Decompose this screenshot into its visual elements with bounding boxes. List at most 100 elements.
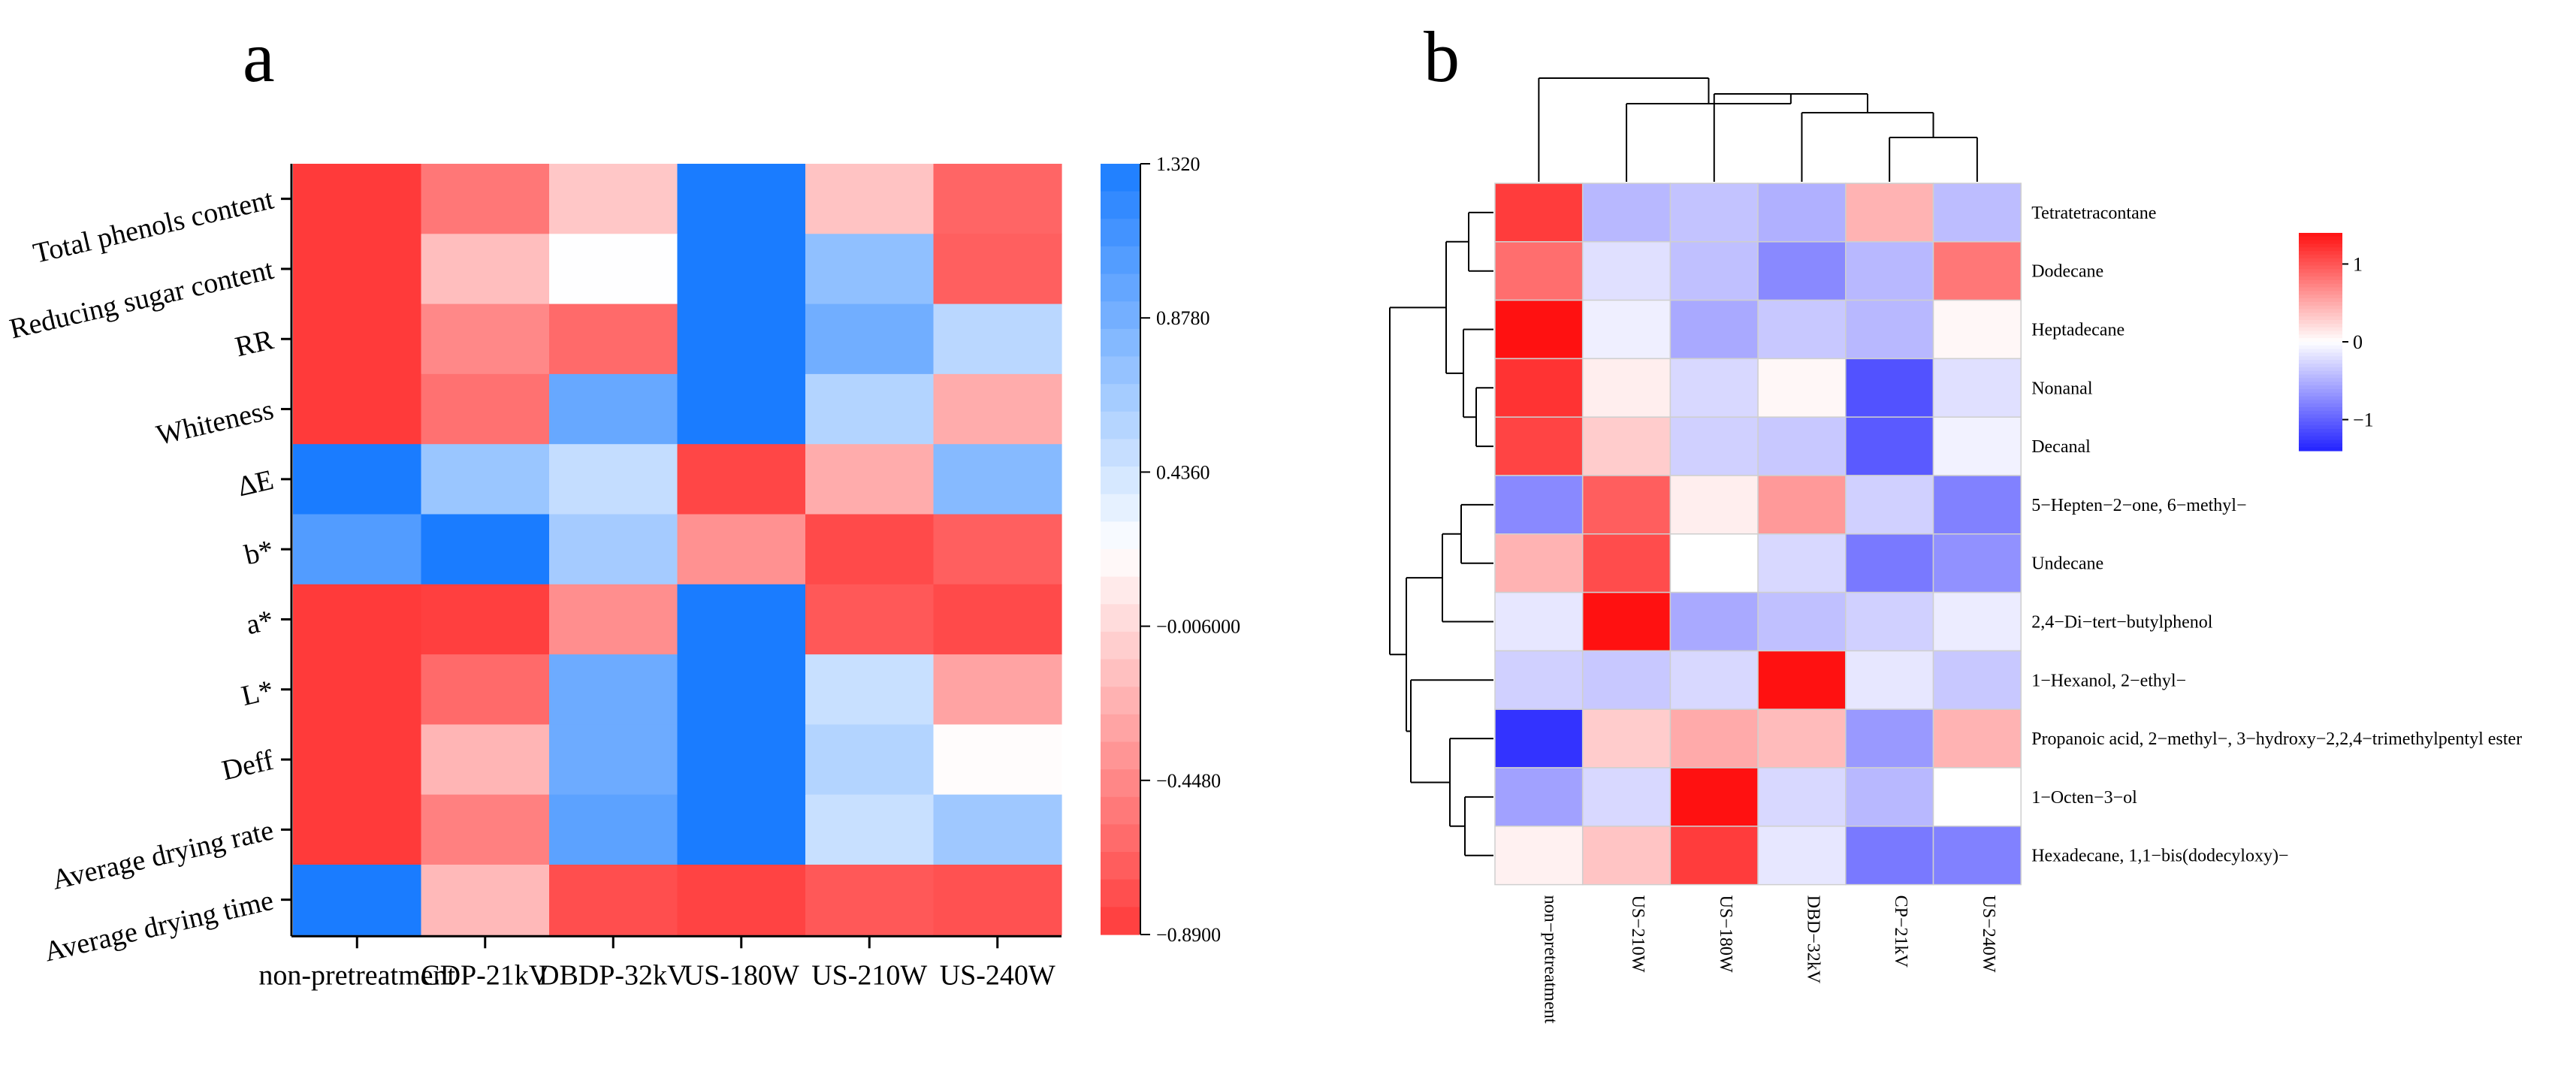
- row-label-a: Average drying time: [41, 884, 276, 968]
- heatmap-a-cell: [933, 794, 1062, 865]
- heatmap-b-cell: [1581, 650, 1672, 710]
- heatmap-b-cell: [1757, 299, 1847, 360]
- heatmap-b: Tetratetracontane Dodecane Heptadecane Nona…: [1494, 183, 2522, 1024]
- heatmap-a-cell: [549, 794, 678, 865]
- row-label-b: 5−Hepten−2−one, 6−methyl−: [2031, 496, 2246, 515]
- row-label-a: a*: [243, 604, 276, 641]
- colorbar-b-step: [2299, 410, 2342, 415]
- heatmap-a-cell: [805, 373, 935, 445]
- colorbar-a-step: [1101, 576, 1140, 605]
- colorbar-b-step: [2299, 301, 2342, 307]
- heatmap-a-cell: [677, 164, 806, 234]
- heatmap-a-cell: [805, 865, 935, 935]
- heatmap-b-cell: [1932, 708, 2022, 769]
- colorbar-b-step: [2299, 240, 2342, 245]
- row-label-a: Total phenols content: [30, 183, 276, 269]
- heatmap-a-cell: [293, 373, 422, 445]
- colorbar-b-step: [2299, 298, 2342, 303]
- heatmap-b-cell: [1932, 826, 2022, 886]
- colorbar-a-tick-label: 0.4360: [1156, 461, 1210, 483]
- column-label-a: CDP-21kV: [421, 959, 550, 991]
- heatmap-b-cell: [1494, 533, 1584, 593]
- heatmap-b-cell: [1845, 826, 1934, 886]
- colorbar-a-tick-label: −0.006000: [1156, 616, 1240, 638]
- colorbar-b-step: [2299, 418, 2342, 422]
- heatmap-b-cell: [1494, 591, 1584, 652]
- heatmap-b-cell: [1757, 241, 1847, 301]
- heatmap-b-cell: [1494, 826, 1584, 886]
- colorbar-b-step: [2299, 316, 2342, 321]
- colorbar-a-step: [1101, 852, 1140, 880]
- colorbar-b-step: [2299, 429, 2342, 433]
- heatmap-a-cell: [549, 444, 678, 515]
- heatmap-a-cell: [677, 234, 806, 305]
- colorbar-b-tick-label: 0: [2353, 331, 2363, 353]
- colorbar-b-step: [2299, 447, 2342, 451]
- heatmap-b-cell: [1845, 358, 1934, 418]
- heatmap-a-cell: [933, 654, 1062, 725]
- colorbar-b-step: [2299, 243, 2342, 248]
- heatmap-b-cell: [1669, 591, 1759, 652]
- heatmap-b-cell: [1581, 358, 1672, 418]
- heatmap-b-cell: [1845, 708, 1934, 769]
- heatmap-b-cell: [1669, 299, 1759, 360]
- column-label-a: US-180W: [684, 959, 799, 991]
- colorbar-b-step: [2299, 374, 2342, 379]
- heatmap-a-cell: [805, 444, 935, 515]
- row-label-b: Hexadecane, 1,1−bis(dodecyloxy)−: [2031, 847, 2288, 866]
- heatmap-a-cell: [421, 234, 550, 305]
- heatmap-b-cell: [1845, 533, 1934, 593]
- colorbar-b-step: [2299, 309, 2342, 313]
- colorbar-b-step: [2299, 291, 2342, 295]
- colorbar-b-step: [2299, 382, 2342, 386]
- heatmap-a-cell: [677, 865, 806, 935]
- heatmap-b-cell: [1932, 416, 2022, 476]
- heatmap-b-cell: [1932, 591, 2022, 652]
- colorbar-b-tick-label: 1: [2353, 253, 2363, 275]
- heatmap-a-cell: [933, 514, 1062, 585]
- heatmap-a-cell: [677, 584, 806, 655]
- colorbar-a-step: [1101, 467, 1140, 495]
- row-label-b: Nonanal: [2031, 379, 2093, 398]
- column-label-b: DBD−32kV: [1803, 895, 1823, 984]
- heatmap-b-cell: [1494, 416, 1584, 476]
- heatmap-b-cell: [1932, 767, 2022, 827]
- heatmap-b-cell: [1581, 475, 1672, 535]
- colorbar-a-step: [1101, 824, 1140, 853]
- heatmap-b-cell: [1932, 299, 2022, 360]
- colorbar-b-step: [2299, 236, 2342, 241]
- heatmap-b-cell: [1932, 183, 2022, 243]
- row-label-a: Deff: [219, 744, 276, 787]
- column-label-a: non-pretreatment: [258, 959, 455, 991]
- heatmap-b-cell: [1669, 183, 1759, 243]
- heatmap-b-cell: [1669, 241, 1759, 301]
- heatmap-a-cell: [677, 514, 806, 585]
- colorbar-a-tick-label: 1.320: [1156, 153, 1200, 175]
- heatmap-b-cell: [1757, 358, 1847, 418]
- colorbar-b-step: [2299, 279, 2342, 285]
- heatmap-a-cell: [421, 373, 550, 445]
- colorbar-b-step: [2299, 396, 2342, 400]
- heatmap-a-cell: [293, 234, 422, 305]
- column-label-a: US-240W: [940, 959, 1055, 991]
- colorbar-b-step: [2299, 400, 2342, 404]
- colorbar-b-step: [2299, 425, 2342, 430]
- column-label-b: non−pretreatment: [1540, 895, 1560, 1024]
- heatmap-b-cell: [1757, 767, 1847, 827]
- colorbar-b-step: [2299, 367, 2342, 372]
- heatmap-b-cell: [1669, 650, 1759, 710]
- colorbar-b-step: [2299, 342, 2342, 346]
- heatmap-b-cell: [1932, 475, 2022, 535]
- colorbar-b-step: [2299, 432, 2342, 437]
- heatmap-b-cell: [1757, 183, 1847, 243]
- heatmap-a-cell: [421, 724, 550, 796]
- heatmap-b-cell: [1845, 475, 1934, 535]
- column-label-a: DBDP-32kV: [539, 959, 688, 991]
- row-label-a: ΔE: [234, 464, 276, 503]
- heatmap-a-cell: [549, 303, 678, 375]
- heatmap-a-cell: [933, 234, 1062, 305]
- heatmap-a-cell: [549, 865, 678, 935]
- heatmap-b-cell: [1845, 241, 1934, 301]
